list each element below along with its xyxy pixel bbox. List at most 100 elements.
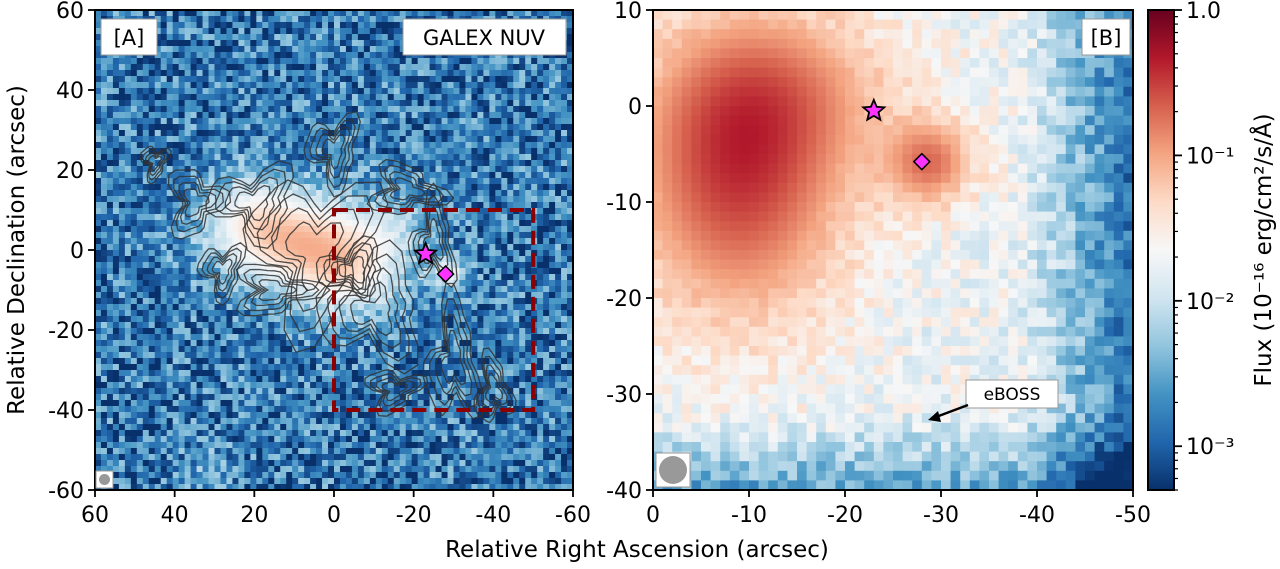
heatmap-cell	[471, 214, 478, 221]
heatmap-cell	[197, 322, 204, 329]
heatmap-cell	[191, 76, 198, 83]
heatmap-cell	[232, 154, 239, 161]
heatmap-cell	[161, 232, 168, 239]
heatmap-cell	[430, 274, 437, 281]
heatmap-cell	[107, 166, 114, 173]
heatmap-cell	[185, 118, 192, 125]
heatmap-cell	[507, 136, 514, 143]
heatmap-cell	[531, 184, 538, 191]
heatmap-cell	[209, 160, 216, 167]
heatmap-cell	[238, 292, 245, 299]
heatmap-cell	[262, 316, 269, 323]
heatmap-cell	[220, 340, 227, 347]
heatmap-cell	[274, 28, 281, 35]
heatmap-cell	[161, 304, 168, 311]
heatmap-cell	[304, 58, 311, 65]
heatmap-cell	[471, 298, 478, 305]
heatmap-cell	[203, 358, 210, 365]
heatmap-cell	[519, 220, 526, 227]
heatmap-cell	[209, 292, 216, 299]
heatmap-cell	[268, 22, 275, 29]
heatmap-cell	[507, 106, 514, 113]
heatmap-cell	[149, 352, 156, 359]
heatmap-cell	[101, 214, 108, 221]
heatmap-cell	[167, 268, 174, 275]
heatmap-cell	[412, 76, 419, 83]
heatmap-cell	[125, 322, 132, 329]
heatmap-cell	[543, 232, 550, 239]
heatmap-cell	[334, 58, 341, 65]
heatmap-cell	[119, 214, 126, 221]
heatmap-cell	[430, 154, 437, 161]
heatmap-cell	[364, 58, 371, 65]
heatmap-cell	[412, 274, 419, 281]
heatmap-cell	[107, 202, 114, 209]
heatmap-cell	[167, 358, 174, 365]
heatmap-cell	[454, 142, 461, 149]
heatmap-cell	[483, 136, 490, 143]
heatmap-cell	[394, 100, 401, 107]
heatmap-cell	[155, 100, 162, 107]
heatmap-cell	[412, 64, 419, 71]
heatmap-cell	[507, 202, 514, 209]
heatmap-cell	[161, 352, 168, 359]
heatmap-cell	[501, 292, 508, 299]
heatmap-cell	[400, 76, 407, 83]
heatmap-cell	[543, 280, 550, 287]
heatmap-cell	[155, 274, 162, 281]
heatmap-cell	[286, 46, 293, 53]
heatmap-cell	[316, 70, 323, 77]
heatmap-cell	[495, 238, 502, 245]
heatmap-cell	[179, 244, 186, 251]
heatmap-cell	[191, 370, 198, 377]
heatmap-cell	[501, 274, 508, 281]
heatmap-cell	[101, 316, 108, 323]
heatmap-cell	[161, 112, 168, 119]
heatmap-cell	[424, 136, 431, 143]
heatmap-cell	[531, 64, 538, 71]
heatmap-cell	[119, 184, 126, 191]
heatmap-cell	[262, 100, 269, 107]
heatmap-cell	[167, 352, 174, 359]
heatmap-cell	[197, 16, 204, 23]
heatmap-cell	[501, 130, 508, 137]
heatmap-cell	[370, 142, 377, 149]
heatmap-cell	[346, 70, 353, 77]
heatmap-cell	[328, 370, 335, 377]
heatmap-cell	[244, 286, 251, 293]
heatmap-cell	[244, 160, 251, 167]
heatmap-cell	[525, 112, 532, 119]
heatmap-cell	[459, 58, 466, 65]
heatmap-cell	[209, 154, 216, 161]
heatmap-cell	[292, 244, 299, 251]
heatmap-cell	[489, 256, 496, 263]
heatmap-cell	[382, 220, 389, 227]
heatmap-cell	[161, 292, 168, 299]
heatmap-cell	[226, 370, 233, 377]
heatmap-cell	[185, 64, 192, 71]
heatmap-cell	[519, 256, 526, 263]
heatmap-cell	[340, 88, 347, 95]
heatmap-cell	[471, 292, 478, 299]
heatmap-cell	[406, 100, 413, 107]
heatmap-cell	[119, 226, 126, 233]
heatmap-cell	[388, 106, 395, 113]
heatmap-cell	[471, 280, 478, 287]
heatmap-cell	[501, 136, 508, 143]
heatmap-cell	[244, 262, 251, 269]
heatmap-cell	[262, 70, 269, 77]
heatmap-cell	[125, 184, 132, 191]
heatmap-cell	[358, 64, 365, 71]
heatmap-cell	[149, 208, 156, 215]
heatmap-cell	[280, 70, 287, 77]
heatmap-cell	[388, 172, 395, 179]
heatmap-cell	[173, 286, 180, 293]
heatmap-cell	[101, 238, 108, 245]
heatmap-cell	[137, 382, 144, 389]
heatmap-cell	[232, 40, 239, 47]
heatmap-cell	[412, 154, 419, 161]
heatmap-cell	[232, 370, 239, 377]
heatmap-cell	[471, 274, 478, 281]
heatmap-cell	[513, 358, 520, 365]
heatmap-cell	[262, 346, 269, 353]
